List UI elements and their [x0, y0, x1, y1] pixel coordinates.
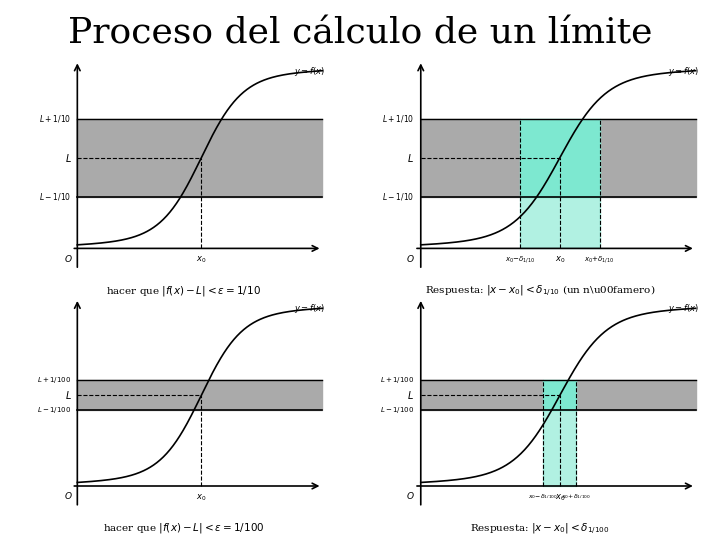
Text: $O$: $O$	[64, 490, 73, 501]
Text: $L-1/100$: $L-1/100$	[380, 406, 414, 415]
Text: $y=f(x)$: $y=f(x)$	[294, 65, 325, 78]
Text: $O$: $O$	[407, 253, 415, 264]
Text: hacer que $|f(x)-L|<\varepsilon=1/100$: hacer que $|f(x)-L|<\varepsilon=1/100$	[103, 521, 264, 535]
Text: $O$: $O$	[64, 253, 73, 264]
Text: $x_0$: $x_0$	[554, 255, 565, 265]
Text: $L-1/10$: $L-1/10$	[382, 191, 414, 202]
Text: Respuesta: $|x-x_0|<\delta_{1/100}$: Respuesta: $|x-x_0|<\delta_{1/100}$	[470, 521, 610, 536]
Text: $L+1/100$: $L+1/100$	[380, 375, 414, 385]
Text: $x_0$: $x_0$	[554, 492, 565, 503]
Text: $x_0$: $x_0$	[196, 492, 207, 503]
Text: Proceso del cálculo de un límite: Proceso del cálculo de un límite	[68, 16, 652, 50]
Text: $L-1/100$: $L-1/100$	[37, 406, 71, 415]
Text: $L$: $L$	[408, 152, 414, 164]
Text: $L$: $L$	[65, 152, 71, 164]
Text: $x_0{+}\delta_{1/10}$: $x_0{+}\delta_{1/10}$	[585, 255, 615, 265]
Text: hacer que $|f(x)-L|<\varepsilon=1/10$: hacer que $|f(x)-L|<\varepsilon=1/10$	[106, 284, 261, 298]
Text: $L$: $L$	[408, 389, 414, 401]
Text: Respuesta: $|x-x_0|<\delta_{1/10}$ (un n\u00famero): Respuesta: $|x-x_0|<\delta_{1/10}$ (un n…	[425, 284, 655, 298]
Text: $L+1/10$: $L+1/10$	[39, 113, 71, 124]
Text: $L$: $L$	[65, 389, 71, 401]
Text: $x_0$: $x_0$	[196, 255, 207, 265]
Text: $y=f(x)$: $y=f(x)$	[294, 302, 325, 315]
Text: $x_0{-}\delta_{1/10}$: $x_0{-}\delta_{1/10}$	[505, 255, 536, 265]
Text: $y=f(x)$: $y=f(x)$	[668, 65, 699, 78]
Text: $x_0{-}\delta_{1/100}$: $x_0{-}\delta_{1/100}$	[528, 492, 558, 501]
Text: $y=f(x)$: $y=f(x)$	[668, 302, 699, 315]
Text: $x_0{+}\delta_{1/100}$: $x_0{+}\delta_{1/100}$	[562, 492, 591, 501]
Text: $L+1/10$: $L+1/10$	[382, 113, 414, 124]
Text: $L-1/10$: $L-1/10$	[39, 191, 71, 202]
Text: $L+1/100$: $L+1/100$	[37, 375, 71, 385]
Text: $O$: $O$	[407, 490, 415, 501]
